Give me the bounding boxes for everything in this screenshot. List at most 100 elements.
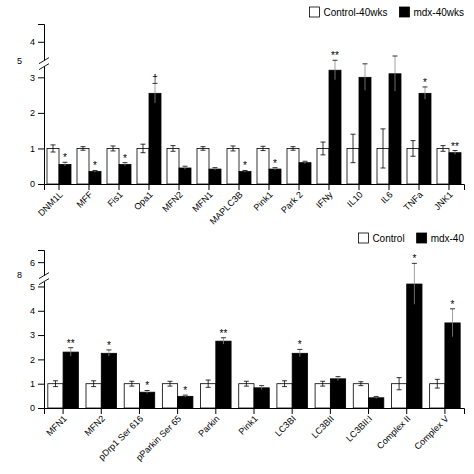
tick-mark [89,184,90,190]
error-stem [113,146,114,151]
error-cap [282,386,287,387]
error-cap [68,356,73,357]
bar [139,392,154,408]
error-stem [425,87,426,100]
significance-label: * [243,160,247,171]
error-cap [51,144,56,145]
error-stem [155,83,156,103]
error-cap [123,166,128,167]
tick: 2 [30,108,44,118]
tick: IL6 [379,184,395,205]
tick-mark [38,335,44,336]
error-cap [243,172,248,173]
tick-label: MFN2 [83,414,107,438]
error-cap [111,150,116,151]
tick-mark [359,184,360,190]
error-bar [81,147,86,151]
bar [277,384,292,408]
error-bar [206,380,211,387]
legend-swatch [399,7,409,17]
tick: Opa1 [132,184,155,212]
tick: 3 [30,330,44,340]
tick: MFN2 [160,184,184,214]
error-bar [171,146,176,152]
error-stem [143,144,144,153]
error-cap [321,142,326,143]
error-bar [393,56,398,92]
axis-break-label: 8 [17,270,22,280]
tick-mark [38,262,44,263]
error-cap [141,144,146,145]
annotations: 8********** [17,253,455,396]
tick-mark [215,408,216,414]
error-bar [381,129,386,168]
axis-break [39,273,49,285]
error-stem [246,381,247,386]
tick-mark [38,113,44,114]
tick-label: 1 [30,379,35,389]
error-cap [351,162,356,163]
error-bar [111,146,116,151]
error-cap [423,99,428,100]
tick-label: IFNy [314,189,335,210]
error-stem [70,348,71,357]
significance-label: * [63,152,67,163]
error-stem [185,166,186,170]
significance-label: * [123,153,127,164]
error-stem [365,64,366,91]
bar [149,93,161,184]
error-bar [411,141,416,157]
series [63,284,460,408]
error-bar [91,381,96,387]
tick-mark [63,408,64,414]
error-stem [443,146,444,152]
axis-break-label: 5 [17,56,22,66]
error-cap [320,386,325,387]
tick-mark [38,408,44,409]
bar [59,164,71,184]
significance-label: ** [67,338,75,349]
error-cap [206,387,211,388]
axis-line [45,409,465,415]
error-cap [171,151,176,152]
error-cap [282,380,287,381]
tick-label: 1 [30,144,35,154]
error-stem [131,381,132,386]
tick: Complex V [412,408,450,452]
error-bar [363,64,368,91]
error-bar [297,349,302,357]
bar [48,384,63,408]
tick: MFN1 [44,408,68,438]
error-bar [168,381,173,386]
error-cap [374,399,379,400]
error-cap [206,380,211,381]
tick: JNK1 [432,184,455,212]
tick: LC3BII:I [344,408,374,444]
error-bar [320,381,325,386]
tick-mark [239,184,240,190]
error-cap [303,161,308,162]
error-cap [412,304,417,305]
bar [137,148,149,184]
error-cap [374,396,379,397]
error-cap [106,356,111,357]
tick-mark [177,408,178,414]
error-bar [259,386,264,390]
tick-mark [38,384,44,385]
annotations: 5***†******* [17,50,459,171]
legend-label: Control [372,233,404,244]
tick: Parkin [196,408,221,439]
error-stem [233,146,234,151]
legend-label: mdx-40 [431,233,465,244]
tick-label: Pink1 [237,414,260,437]
error-stem [83,147,84,151]
error-stem [53,145,54,152]
error-cap [435,379,440,380]
error-cap [231,145,236,146]
error-cap [261,150,266,151]
error-cap [183,166,188,167]
error-cap [441,151,446,152]
error-stem [261,386,262,390]
error-cap [358,385,363,386]
tick: 1 [30,379,44,389]
